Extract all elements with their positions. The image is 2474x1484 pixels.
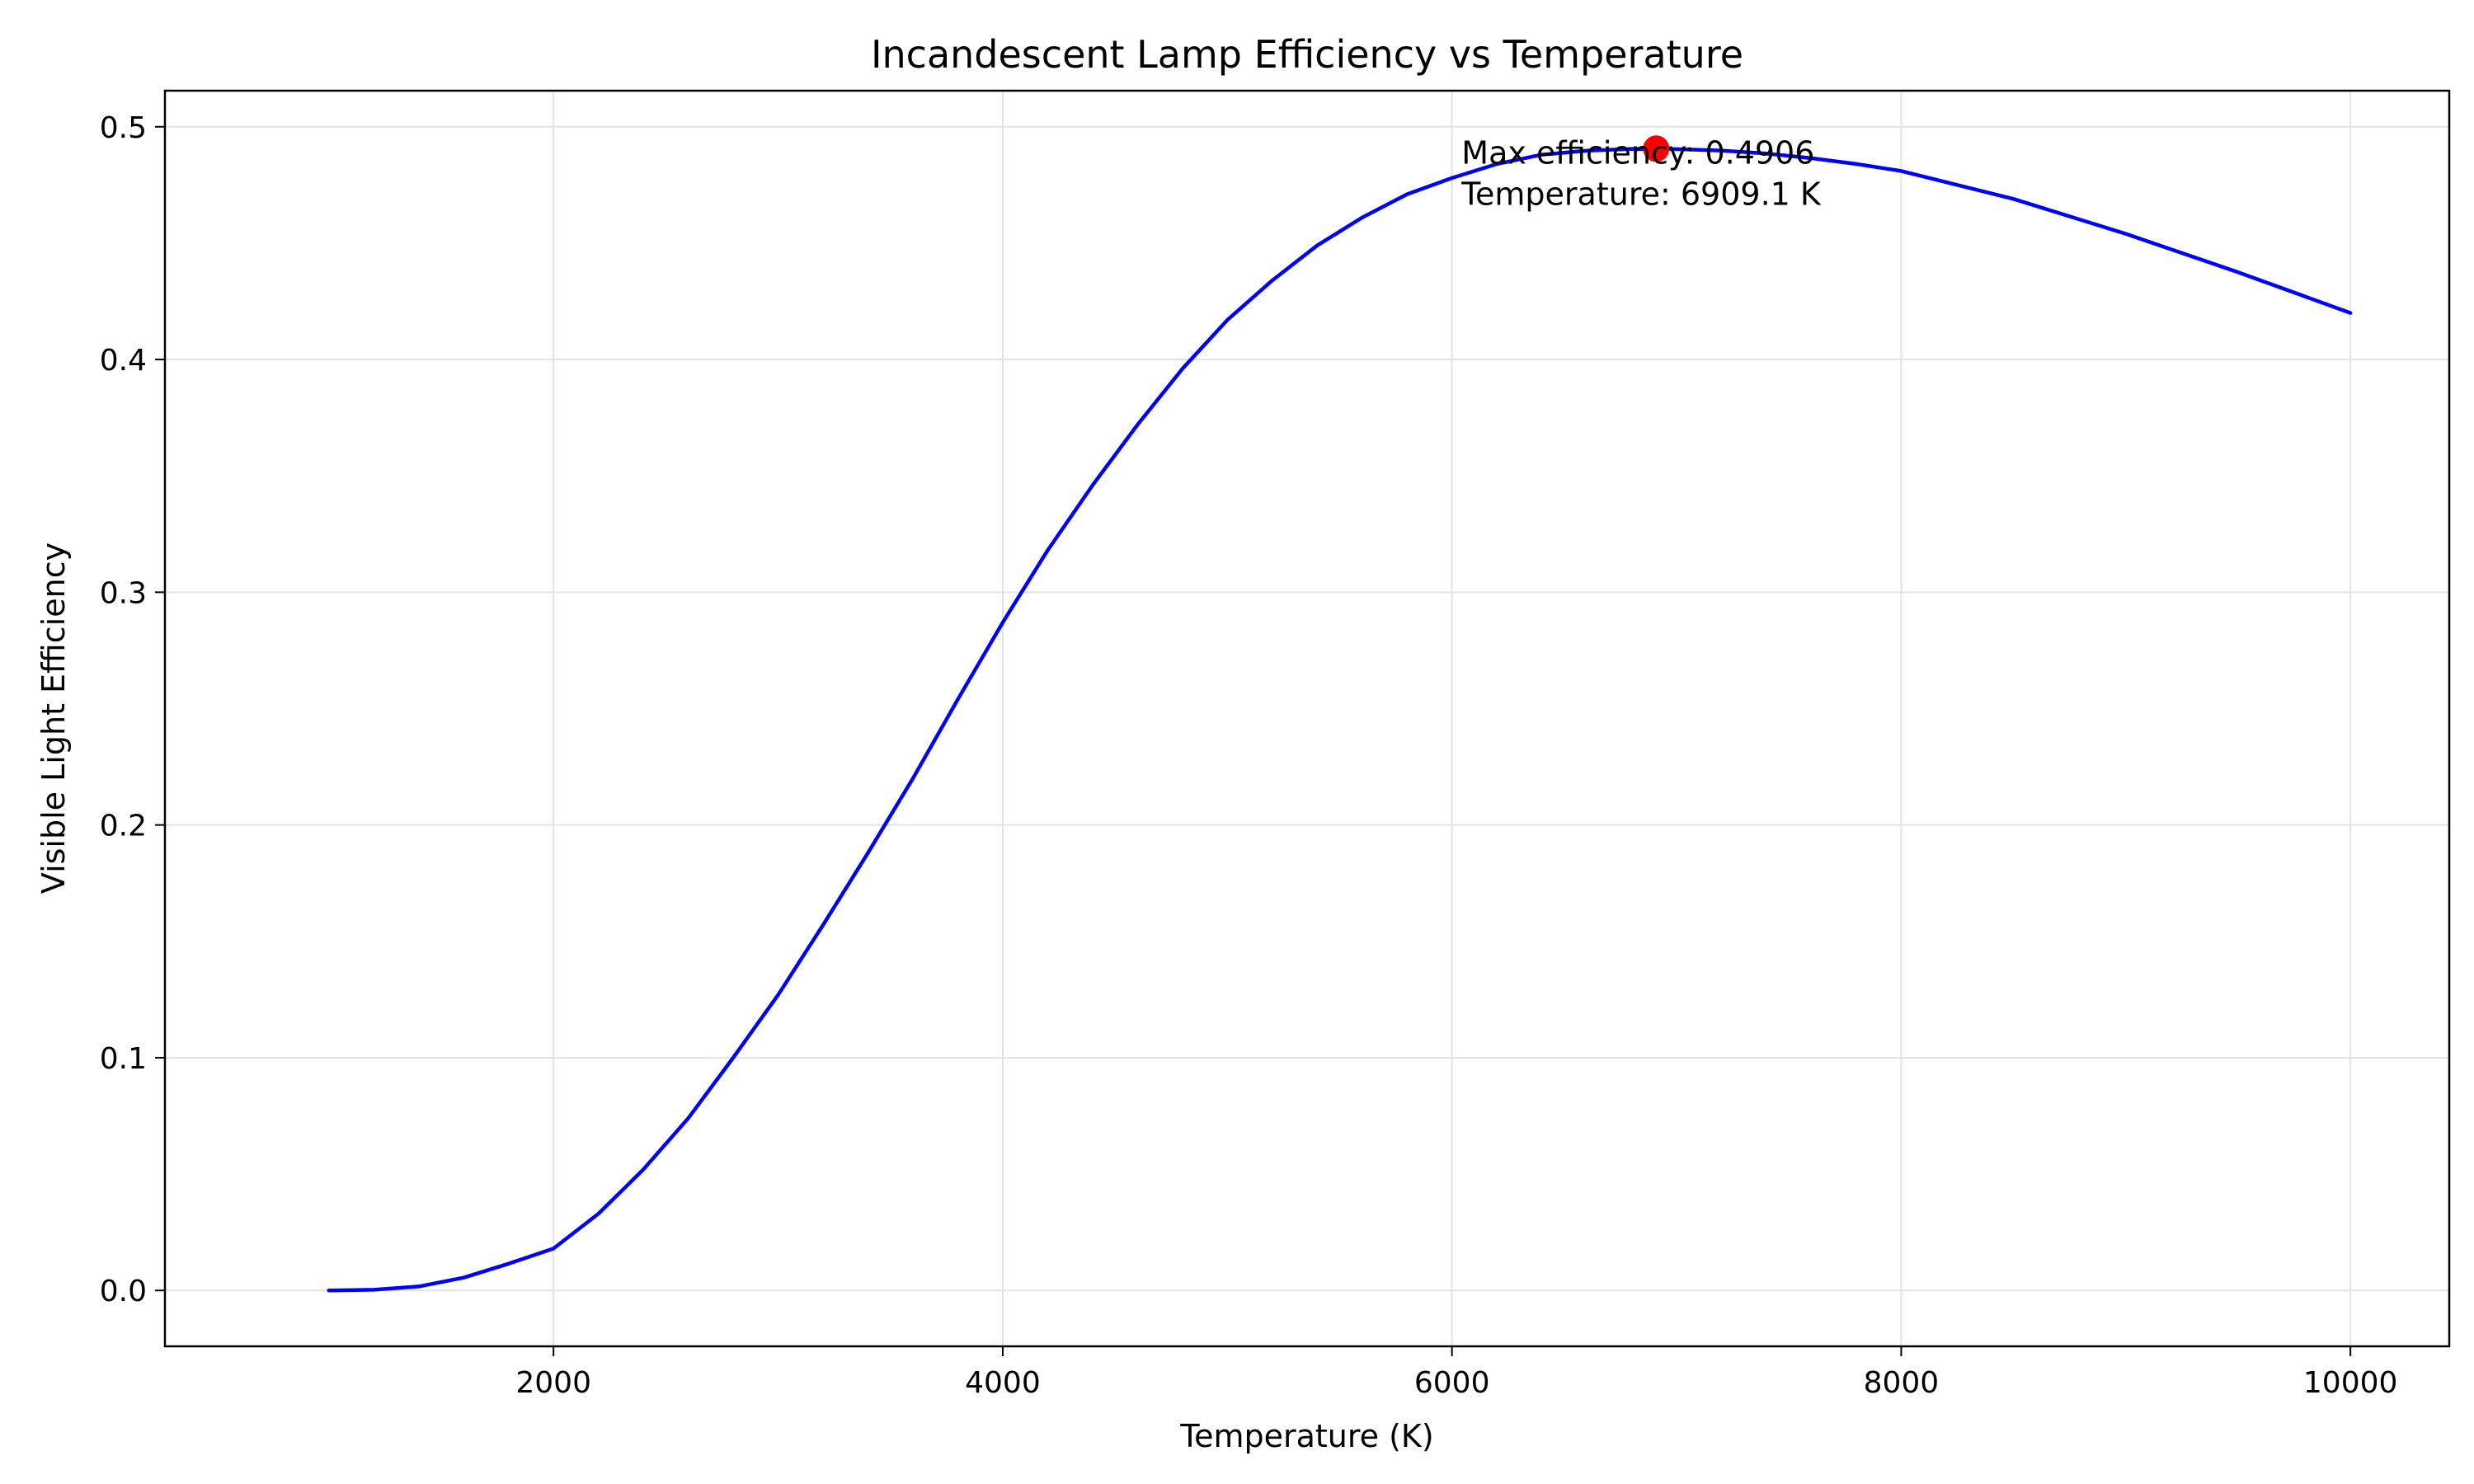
x-tick-label: 8000: [1864, 1366, 1940, 1400]
plot-frame: [163, 89, 2451, 1348]
efficiency-line: [327, 147, 2353, 1293]
y-tick-label: 0.1: [100, 1042, 147, 1076]
grid-layer: [165, 91, 2449, 1346]
ticks-layer: 2000 4000 6000 8000 10000 0.0 0.1 0.2 0.3 0.4 0.5: [100, 111, 2398, 1400]
max-efficiency-point: [1643, 135, 1670, 162]
y-tick-label: 0.0: [100, 1275, 147, 1308]
x-axis-label: Temperature (K): [1179, 1418, 1433, 1454]
x-tick-label: 10000: [2303, 1366, 2398, 1400]
y-tick-label: 0.4: [100, 344, 147, 378]
y-axis-label: Visible Light Efficiency: [35, 542, 72, 894]
annotation-line-1: Max efficiency: 0.4906: [1461, 134, 1814, 171]
x-tick-label: 6000: [1414, 1366, 1490, 1400]
y-tick-label: 0.5: [100, 111, 147, 145]
annotation-line-2: Temperature: 6909.1 K: [1460, 176, 1822, 212]
series-layer: [327, 135, 2353, 1293]
y-tick-label: 0.3: [100, 576, 147, 610]
chart-title: Incandescent Lamp Efficiency vs Temperat…: [871, 32, 1743, 77]
x-tick-label: 4000: [965, 1366, 1041, 1400]
y-tick-label: 0.2: [100, 810, 147, 843]
x-tick-label: 2000: [515, 1366, 591, 1400]
